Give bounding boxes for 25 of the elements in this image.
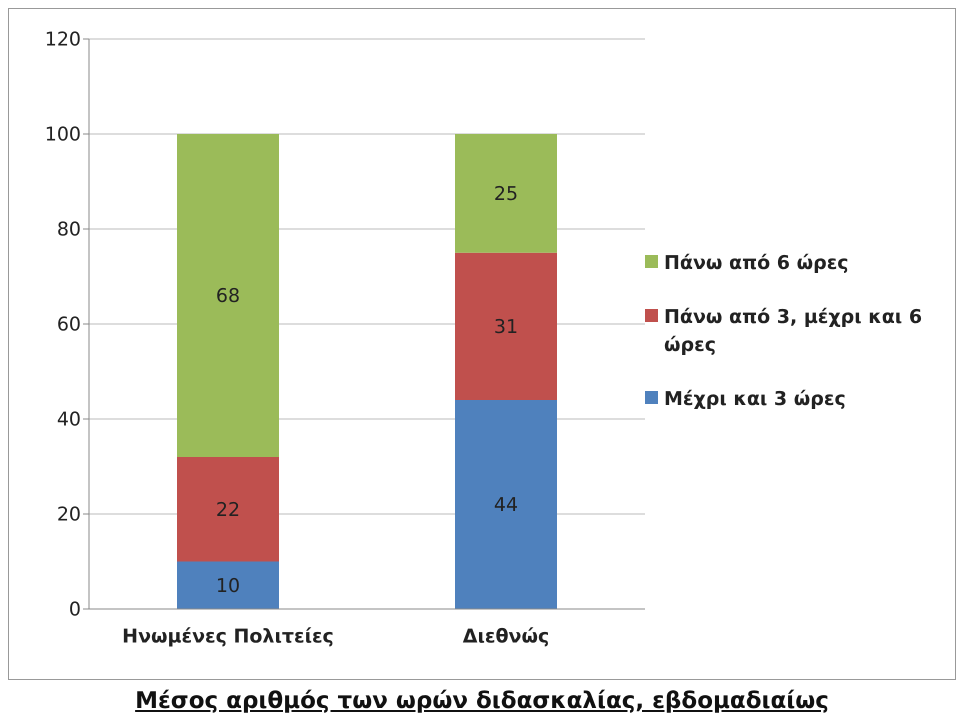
y-tick-label: 0 bbox=[68, 598, 81, 621]
data-label: 31 bbox=[494, 316, 518, 338]
data-label: 44 bbox=[494, 494, 518, 516]
y-tick-label: 120 bbox=[44, 28, 81, 51]
data-label: 22 bbox=[216, 498, 240, 521]
data-label: 68 bbox=[216, 285, 240, 308]
y-tick-label: 60 bbox=[56, 314, 81, 336]
y-tick-label: 80 bbox=[56, 218, 81, 241]
x-tick-label: Διεθνώς bbox=[462, 625, 550, 648]
bar bbox=[455, 134, 557, 253]
y-tick-label: 40 bbox=[56, 408, 81, 431]
y-tick-label: 20 bbox=[56, 504, 81, 526]
bar bbox=[177, 134, 279, 457]
data-label: 10 bbox=[216, 574, 240, 597]
bar bbox=[455, 400, 557, 609]
legend-label: Πάνω από 3, μέχρι και 6 ώρες bbox=[664, 305, 924, 358]
legend-label: Μέχρι και 3 ώρες bbox=[664, 387, 846, 412]
bar bbox=[455, 252, 557, 400]
bar bbox=[177, 562, 279, 609]
y-tick-label: 100 bbox=[44, 124, 81, 146]
text: Μέσος αριθμός των ωρών διδασκαλίας, εβδομαδιαίως bbox=[134, 688, 830, 714]
bar bbox=[177, 457, 279, 562]
x-tick-label: Ηνωμένες Πολιτείες bbox=[122, 625, 334, 648]
data-label: 25 bbox=[494, 183, 518, 206]
legend-label: Πάνω από 6 ώρες bbox=[664, 251, 849, 276]
